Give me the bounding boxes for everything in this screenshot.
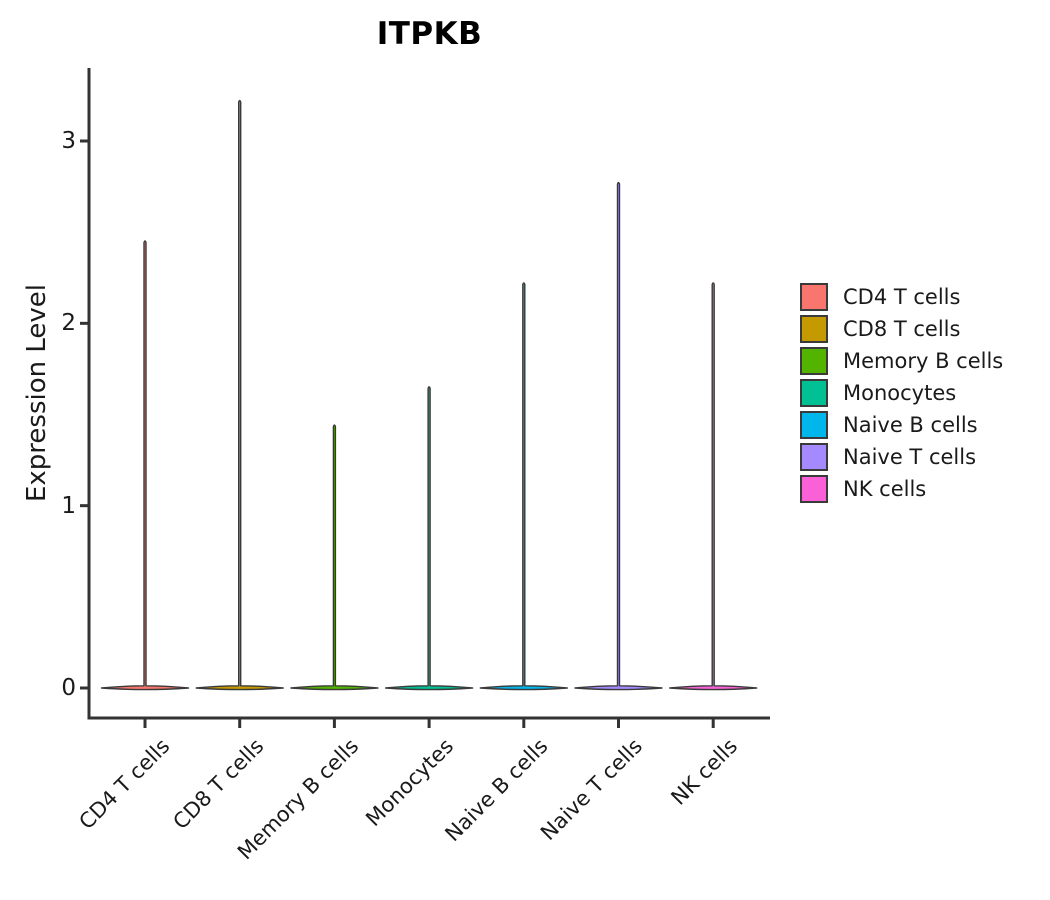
plot-title: ITPKB [376, 16, 483, 52]
legend-label: NK cells [843, 477, 927, 501]
legend-item: Naive T cells [800, 443, 1003, 471]
violin-shape [100, 240, 190, 691]
legend-color-swatch [800, 411, 828, 439]
violin-shape [290, 424, 379, 691]
y-tick-label: 3 [61, 128, 76, 154]
legend-color-swatch [800, 379, 828, 407]
legend-label: Monocytes [843, 381, 957, 405]
legend-item: Naive B cells [800, 411, 1003, 439]
violin-shape [574, 181, 663, 691]
legend-item: CD4 T cells [800, 283, 1003, 311]
legend-label: CD8 T cells [843, 317, 961, 341]
legend-color-swatch [800, 347, 828, 375]
y-tick-label: 1 [61, 492, 76, 519]
legend-label: CD4 T cells [843, 285, 961, 309]
legend-item: Memory B cells [800, 347, 1003, 375]
legend-item: Monocytes [800, 379, 1003, 407]
legend-item: CD8 T cells [800, 315, 1003, 343]
legend-item: NK cells [800, 475, 1003, 503]
y-tick-label: 2 [61, 310, 76, 337]
legend-color-swatch [800, 475, 828, 503]
legend-label: Naive T cells [843, 445, 977, 469]
legend-color-swatch [800, 283, 828, 311]
violin-shape [669, 282, 758, 691]
legend-label: Naive B cells [843, 413, 978, 437]
violin-shape [479, 282, 568, 691]
legend-label: Memory B cells [843, 349, 1004, 373]
violin-shape [384, 386, 474, 691]
y-tick-label: 0 [61, 675, 76, 701]
legend-color-swatch [800, 315, 828, 343]
legend-color-swatch [800, 443, 828, 471]
legend: CD4 T cells CD8 T cells Memory B cells Mono… [800, 283, 1003, 503]
violin-shape [195, 99, 284, 691]
